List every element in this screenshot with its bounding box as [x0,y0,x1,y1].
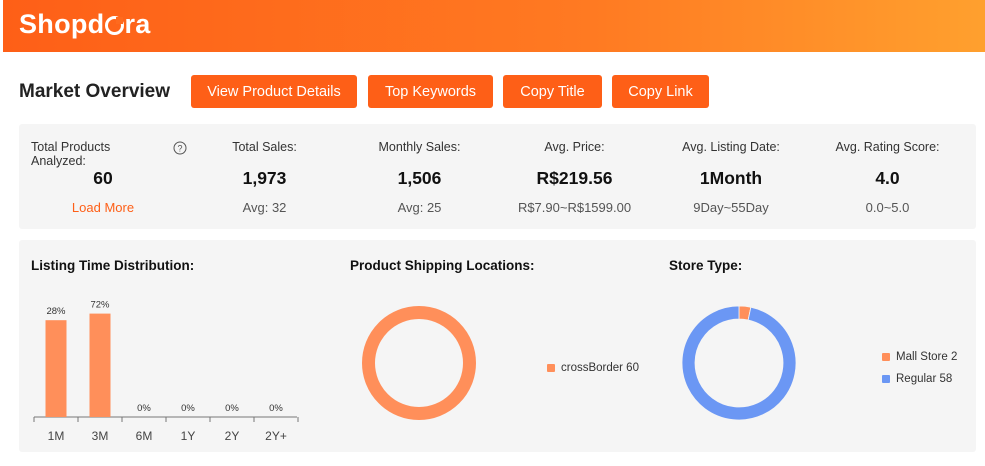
legend-item[interactable]: Regular 58 [882,373,952,385]
stat-label: Avg. Listing Date: [682,140,780,154]
stat-total-sales: Total Sales: 1,973 Avg: 32 [187,124,342,229]
copy-title-button[interactable]: Copy Title [503,75,602,108]
stat-sub: Avg: 25 [397,200,442,215]
stat-avg-listing-date: Avg. Listing Date: 1Month 9Day~55Day [652,124,810,229]
legend-swatch [882,353,890,361]
stat-sub: 0.0~5.0 [865,200,910,215]
logo-o-icon [104,16,124,35]
stat-sub: Avg: 32 [242,200,287,215]
bar-value-label: 0% [225,403,239,414]
shopdora-logo[interactable]: Shopd ra [19,9,151,39]
x-tick-label: 2Y+ [265,429,287,443]
stat-value: 1,973 [242,168,287,188]
x-tick-label: 2Y [225,429,240,443]
stat-sub: R$7.90~R$1599.00 [517,200,632,215]
charts-panel: Listing Time Distribution: Product Shipp… [19,240,976,452]
pie-slice [362,306,476,420]
store-type-title: Store Type: [669,258,743,273]
stat-avg-rating: Avg. Rating Score: 4.0 0.0~5.0 [810,124,965,229]
bar-value-label: 0% [269,403,283,414]
stat-label: Avg. Rating Score: [835,140,940,154]
bar-value-label: 0% [137,403,151,414]
stat-value: R$219.56 [536,168,613,188]
load-more-link[interactable]: Load More [71,200,135,215]
x-tick-label: 1M [48,429,65,443]
copy-link-button[interactable]: Copy Link [612,75,709,108]
legend-swatch [547,364,555,372]
stat-label: Avg. Price: [544,140,605,154]
bar [89,313,111,417]
stat-value: 1,506 [397,168,442,188]
x-tick-label: 1Y [181,429,196,443]
help-circle-icon[interactable]: ? [173,141,187,155]
view-product-details-button[interactable]: View Product Details [191,75,357,108]
bar [45,320,67,417]
stat-value: 4.0 [875,168,900,188]
legend-swatch [882,375,890,383]
legend-label: Regular 58 [896,373,953,385]
x-tick-label: 3M [92,429,109,443]
svg-text:?: ? [177,144,182,154]
top-keywords-button[interactable]: Top Keywords [368,75,493,108]
store-type-donut-chart [681,305,797,421]
legend-item[interactable]: Mall Store 2 [882,351,957,363]
bar-value-label: 72% [90,300,110,311]
stat-monthly-sales: Monthly Sales: 1,506 Avg: 25 [342,124,497,229]
stat-value: 1Month [699,168,763,188]
stat-total-products: Total Products Analyzed: ? 60 Load More [19,124,187,229]
listing-time-bar-chart: 28% 1M 72% 3M 0% 6M 0% 1Y 0% 2Y 0% 2Y+ [33,300,299,443]
shipping-locations-title: Product Shipping Locations: [350,258,535,273]
bar-value-label: 28% [46,306,66,317]
stat-sub: 9Day~55Day [693,200,769,215]
stats-panel: Total Products Analyzed: ? 60 Load More … [19,124,976,229]
page-title: Market Overview [19,81,171,102]
stat-label: Total Sales: [232,140,297,154]
app-header: Shopd ra [3,0,985,52]
stat-label: Total Products Analyzed: [31,140,111,168]
legend-label: crossBorder 60 [561,362,639,374]
stat-label: Monthly Sales: [378,140,461,154]
shipping-locations-donut-chart [362,306,476,420]
legend-item[interactable]: crossBorder 60 [547,362,639,374]
x-tick-label: 6M [136,429,153,443]
bar-value-label: 0% [181,403,195,414]
stat-value: 60 [93,168,113,188]
listing-time-title: Listing Time Distribution: [31,258,195,273]
legend-label: Mall Store 2 [896,351,958,363]
pie-slice [681,305,797,421]
stat-avg-price: Avg. Price: R$219.56 R$7.90~R$1599.00 [497,124,652,229]
